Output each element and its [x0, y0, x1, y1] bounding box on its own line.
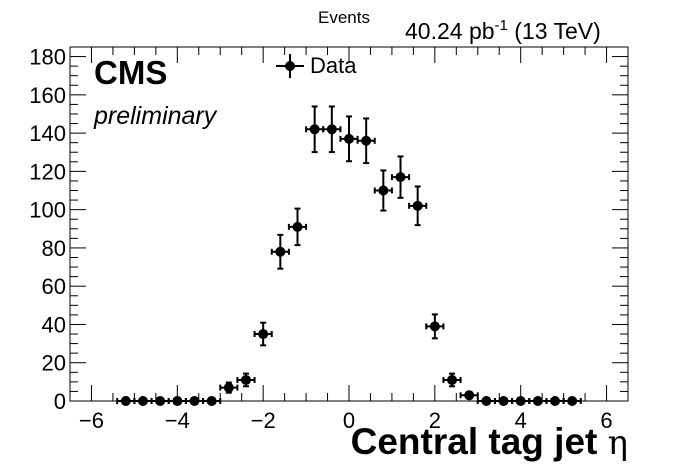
x-tick-label: 6 — [600, 408, 612, 433]
data-point — [567, 396, 578, 406]
y-tick-label: 180 — [29, 45, 66, 70]
data-point — [240, 374, 251, 385]
data-point — [378, 185, 389, 196]
y-tick-label: 20 — [42, 351, 66, 376]
data-point — [412, 200, 423, 211]
x-tick-label: −2 — [251, 408, 276, 433]
data-point — [481, 396, 492, 406]
y-tick-label: 120 — [29, 159, 66, 184]
y-tick-label: 100 — [29, 198, 66, 223]
y-tick-label: 160 — [29, 83, 66, 108]
legend-marker — [285, 61, 295, 71]
lumi-exponent: -1 — [495, 17, 508, 34]
data-point — [532, 396, 543, 406]
x-tick-label: 2 — [429, 408, 441, 433]
x-tick-label: −4 — [165, 408, 190, 433]
data-point — [515, 396, 526, 406]
data-point — [275, 246, 286, 257]
y-tick-label: 60 — [42, 274, 66, 299]
legend: Data — [276, 53, 357, 78]
data-point — [155, 396, 166, 406]
energy-label: (13 TeV) — [508, 18, 601, 44]
x-tick-label: 0 — [343, 408, 355, 433]
data-point — [361, 135, 372, 146]
data-point — [429, 321, 440, 332]
x-axis-title: Central tag jet η — [351, 421, 628, 463]
data-point — [120, 396, 131, 406]
data-point — [223, 382, 234, 393]
y-tick-label: 140 — [29, 121, 66, 146]
y-axis: 0 20 40 60 80 100 120 140 160 180 — [29, 45, 628, 414]
data-point — [326, 124, 337, 135]
data-point — [189, 396, 200, 406]
data-point — [206, 396, 217, 406]
data-point — [395, 172, 406, 183]
data-point — [137, 396, 148, 406]
x-tick-label: 4 — [515, 408, 527, 433]
x-axis-title-text: Central tag jet — [351, 421, 608, 462]
data-point — [498, 396, 509, 406]
legend-label: Data — [310, 53, 357, 78]
data-point — [292, 221, 303, 232]
data-point — [258, 329, 269, 340]
data-point — [309, 124, 320, 135]
data-series — [116, 105, 582, 406]
y-tick-label: 0 — [54, 389, 66, 414]
x-axis-title-symbol: η — [608, 423, 628, 463]
cms-label: CMS — [94, 54, 167, 91]
data-point — [172, 396, 183, 406]
data-point — [344, 133, 354, 144]
lumi-label: 40.24 pb-1 (13 TeV) — [405, 17, 601, 44]
preliminary-label: preliminary — [93, 102, 218, 130]
x-tick-label: −6 — [79, 408, 104, 433]
plot-frame — [69, 46, 629, 402]
data-point — [550, 396, 561, 406]
y-axis-title: Events — [318, 8, 370, 27]
lumi-value: 40.24 pb — [405, 18, 495, 44]
y-tick-label: 40 — [42, 312, 66, 337]
y-tick-label: 80 — [42, 236, 66, 261]
data-point — [464, 390, 475, 401]
data-point — [447, 374, 458, 385]
